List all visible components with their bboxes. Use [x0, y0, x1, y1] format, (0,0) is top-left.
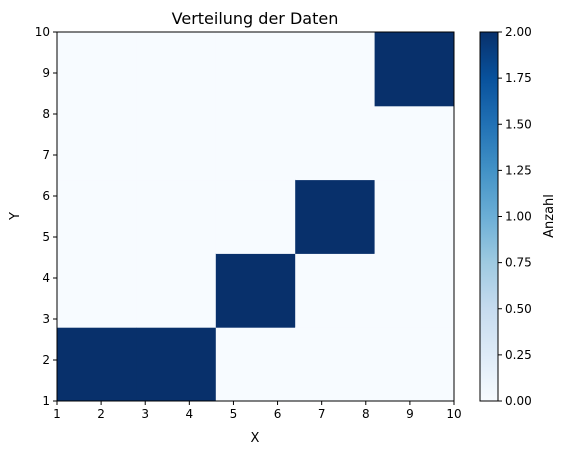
heatmap-cell: [215, 105, 296, 181]
y-tick-label: 5: [42, 230, 50, 244]
x-tick-label: 9: [406, 407, 414, 421]
heatmap-cell: [136, 253, 217, 328]
x-tick-label: 3: [141, 407, 149, 421]
x-tick-label: 5: [230, 407, 238, 421]
colorbar-tick-label: 2.00: [505, 25, 532, 39]
heatmap-cell: [136, 105, 217, 181]
heatmap-cell: [136, 32, 217, 107]
y-tick-label: 3: [42, 312, 50, 326]
y-tick-label: 2: [42, 353, 50, 367]
heatmap-cell: [295, 179, 376, 254]
y-tick-label: 1: [42, 394, 50, 408]
heatmap-cell: [215, 327, 296, 402]
y-axis-ticks: 1 2 3 4 5 6 7 8 9 10: [35, 25, 57, 408]
x-tick-label: 10: [446, 407, 461, 421]
x-tick-label: 8: [362, 407, 370, 421]
heatmap-cell: [57, 179, 137, 254]
chart-title: Verteilung der Daten: [172, 9, 339, 28]
heatmap-cell: [295, 253, 376, 328]
x-tick-label: 1: [53, 407, 61, 421]
x-axis-ticks: 1 2 3 4 5 6 7 8 9 10: [53, 401, 462, 421]
heatmap-cell: [215, 253, 296, 328]
colorbar-ticks: 0.00 0.25 0.50 0.75 1.00 1.25 1.50 1.75 2.00: [498, 25, 532, 408]
heatmap-cell: [295, 327, 376, 402]
x-tick-label: 6: [274, 407, 282, 421]
colorbar-tick-label: 1.50: [505, 117, 532, 131]
y-tick-label: 10: [35, 25, 50, 39]
colorbar-label: Anzahl: [542, 194, 557, 238]
x-tick-label: 4: [186, 407, 194, 421]
colorbar-tick-label: 1.75: [505, 71, 532, 85]
x-tick-label: 2: [97, 407, 105, 421]
heatmap-cell: [374, 179, 455, 254]
heatmap-cell: [215, 179, 296, 254]
plot-frame: [56, 31, 455, 402]
heatmap-cell: [57, 105, 137, 181]
colorbar-tick-label: 0.00: [505, 394, 532, 408]
colorbar-tick-label: 0.25: [505, 348, 532, 362]
heatmap-cells: [57, 32, 455, 402]
heatmap-cell: [374, 105, 455, 181]
y-tick-label: 9: [42, 66, 50, 80]
heatmap-cell: [136, 179, 217, 254]
colorbar-tick-label: 0.75: [505, 256, 532, 270]
heatmap-cell: [374, 253, 455, 328]
heatmap-cell: [57, 32, 137, 107]
y-axis-label: Y: [8, 212, 23, 221]
colorbar-tick-label: 1.25: [505, 163, 532, 177]
y-tick-label: 4: [42, 271, 50, 285]
heatmap-cell: [57, 327, 137, 402]
heatmap-cell: [374, 327, 455, 402]
heatmap-cell: [57, 253, 137, 328]
heatmap-cell: [215, 32, 296, 107]
y-tick-label: 7: [42, 148, 50, 162]
heatmap-cell: [295, 105, 376, 181]
heatmap-cell: [374, 32, 455, 107]
heatmap-cell: [295, 32, 376, 107]
colorbar-tick-label: 0.50: [505, 302, 532, 316]
colorbar: [479, 31, 499, 402]
y-tick-label: 6: [42, 189, 50, 203]
x-axis-label: X: [251, 431, 260, 446]
x-tick-label: 7: [318, 407, 326, 421]
colorbar-tick-label: 1.00: [505, 210, 532, 224]
heatmap-cell: [136, 327, 217, 402]
y-tick-label: 8: [42, 107, 50, 121]
